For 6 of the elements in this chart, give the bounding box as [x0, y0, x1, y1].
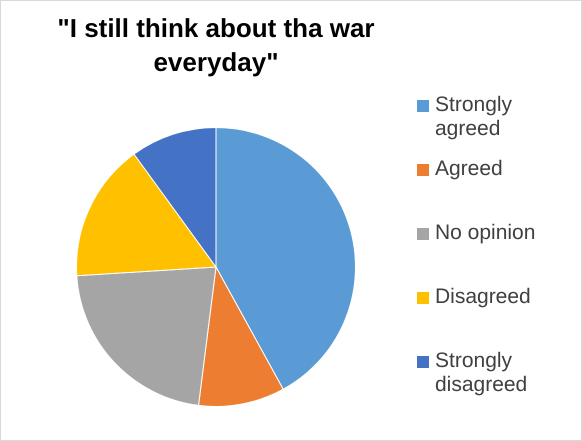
legend-label: No opinion: [435, 221, 536, 245]
legend-label: Agreed: [435, 157, 503, 181]
chart-title: "I still think about tha war everyday": [56, 12, 376, 79]
legend-label: Strongly agreed: [435, 93, 514, 141]
legend-label: Strongly disagreed: [435, 349, 528, 397]
legend-label: Disagreed: [435, 285, 531, 309]
